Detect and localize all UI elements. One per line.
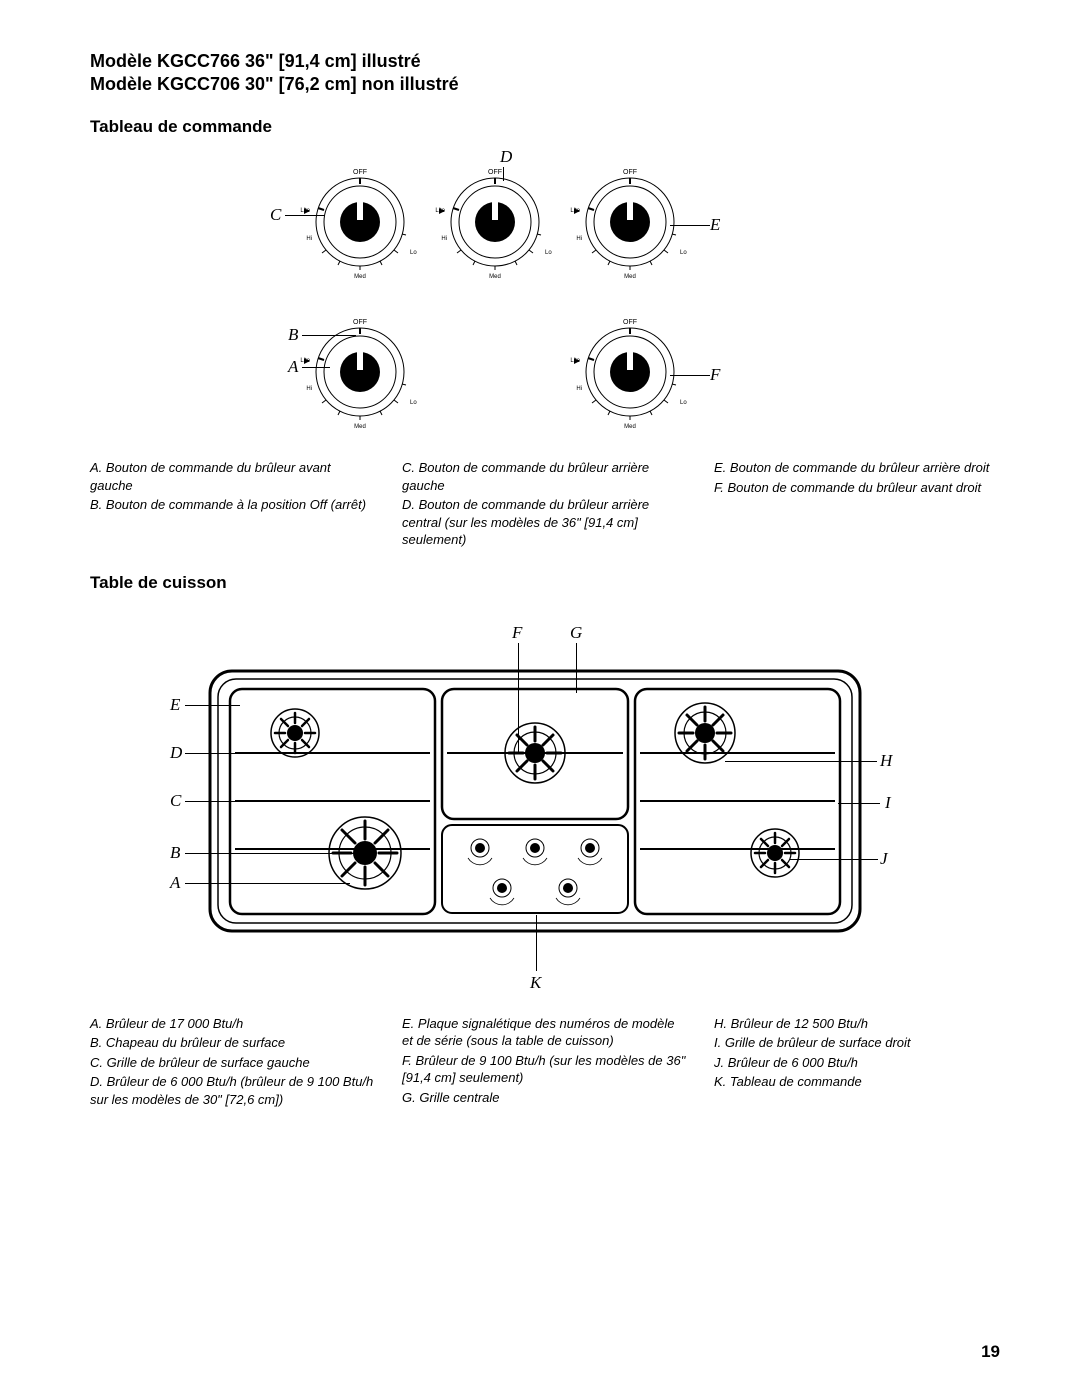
legend-item: F. Brûleur de 9 100 Btu/h (sur les modèl… bbox=[402, 1052, 688, 1087]
ct-label-G: G bbox=[570, 623, 582, 643]
legend-item: C. Grille de brûleur de surface gauche bbox=[90, 1054, 376, 1072]
legend-item: C. Bouton de commande du brûleur arrière… bbox=[402, 459, 688, 494]
ct-label-F: F bbox=[512, 623, 522, 643]
legend-item: B. Chapeau du brûleur de surface bbox=[90, 1034, 376, 1052]
legend-item: H. Brûleur de 12 500 Btu/h bbox=[714, 1015, 1000, 1033]
model-title-1: Modèle KGCC766 36" [91,4 cm] illustré bbox=[90, 50, 1000, 73]
label-D: D bbox=[500, 147, 512, 167]
ct-label-K: K bbox=[530, 973, 541, 993]
cooktop-legend: A. Brûleur de 17 000 Btu/h B. Chapeau du… bbox=[90, 1015, 1000, 1111]
ct-label-I: I bbox=[885, 793, 891, 813]
knobs-svg: OFF Lite Hi Med Lo bbox=[90, 147, 1000, 447]
model-title-2: Modèle KGCC706 30" [76,2 cm] non illustr… bbox=[90, 73, 1000, 96]
legend-item: G. Grille centrale bbox=[402, 1089, 688, 1107]
section-control-panel-heading: Tableau de commande bbox=[90, 117, 1000, 137]
ct-label-J: J bbox=[880, 849, 888, 869]
legend-item: F. Bouton de commande du brûleur avant d… bbox=[714, 479, 1000, 497]
ct-label-E: E bbox=[170, 695, 180, 715]
label-B: B bbox=[288, 325, 298, 345]
cooktop-diagram: F G E D C B A H I J K bbox=[90, 603, 1000, 1003]
legend-item: D. Bouton de commande du brûleur arrière… bbox=[402, 496, 688, 549]
page-number: 19 bbox=[981, 1342, 1000, 1362]
label-C: C bbox=[270, 205, 281, 225]
ct-label-A: A bbox=[170, 873, 180, 893]
label-F: F bbox=[710, 365, 720, 385]
ct-label-D: D bbox=[170, 743, 182, 763]
legend-item: B. Bouton de commande à la position Off … bbox=[90, 496, 376, 514]
legend-item: J. Brûleur de 6 000 Btu/h bbox=[714, 1054, 1000, 1072]
legend-item: K. Tableau de commande bbox=[714, 1073, 1000, 1091]
ct-label-B: B bbox=[170, 843, 180, 863]
label-E: E bbox=[710, 215, 720, 235]
ct-label-C: C bbox=[170, 791, 181, 811]
legend-item: D. Brûleur de 6 000 Btu/h (brûleur de 9 … bbox=[90, 1073, 376, 1108]
section-cooktop-heading: Table de cuisson bbox=[90, 573, 1000, 593]
legend-item: A. Brûleur de 17 000 Btu/h bbox=[90, 1015, 376, 1033]
legend-item: E. Bouton de commande du brûleur arrière… bbox=[714, 459, 1000, 477]
control-panel-diagram: OFF Lite Hi Med Lo bbox=[90, 147, 1000, 447]
label-A: A bbox=[288, 357, 298, 377]
legend-item: A. Bouton de commande du brûleur avant g… bbox=[90, 459, 376, 494]
control-panel-legend: A. Bouton de commande du brûleur avant g… bbox=[90, 459, 1000, 551]
ct-label-H: H bbox=[880, 751, 892, 771]
legend-item: E. Plaque signalétique des numéros de mo… bbox=[402, 1015, 688, 1050]
legend-item: I. Grille de brûleur de surface droit bbox=[714, 1034, 1000, 1052]
